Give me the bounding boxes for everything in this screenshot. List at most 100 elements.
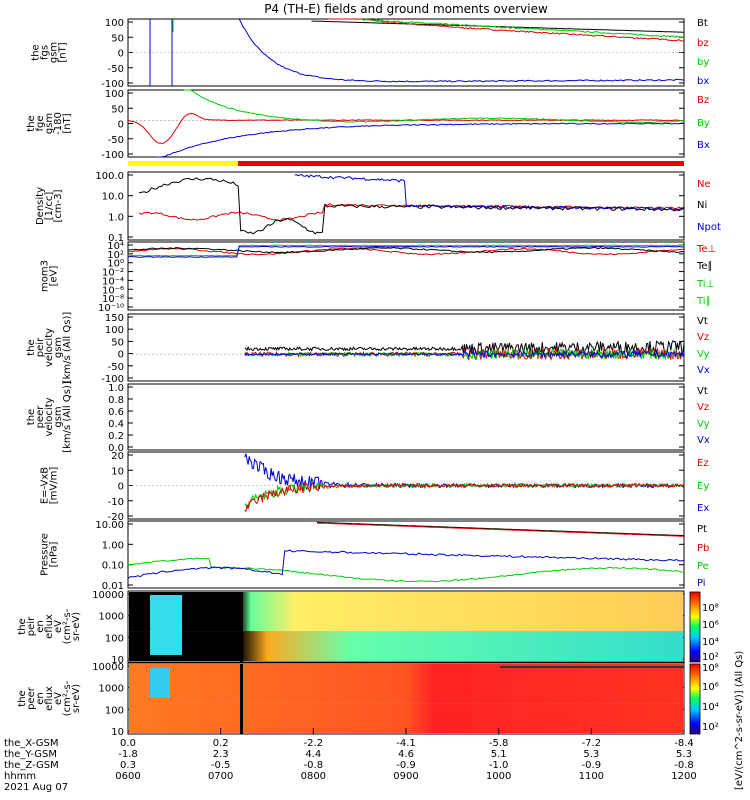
ytick-label-5-1: 0.8: [108, 395, 124, 406]
time-axis-value-6-2: -0.8: [674, 760, 694, 771]
ytick-label-6-4: -20: [108, 512, 124, 523]
legend-3-0: Te⊥: [696, 244, 716, 255]
colorbar-tick-top-0: 10⁸: [702, 603, 719, 614]
density-ni-line: [139, 177, 685, 235]
legend-5-2: Vy: [697, 419, 710, 430]
ylabel-8-3: eflux: [44, 614, 55, 639]
ylabel-6-0: E=-VxB: [40, 467, 51, 504]
mom3-te-perp-line: [127, 247, 685, 256]
peir-spectrogram-upper: [129, 592, 683, 632]
legend-5-1: Vz: [697, 402, 709, 413]
legend-1-1: By: [697, 118, 710, 129]
panel-frame-7: [127, 520, 685, 589]
colorbar-tick-top-1: 10⁶: [702, 620, 719, 631]
colorbar-tick-top-2: 10⁴: [702, 637, 719, 648]
ytick-label-4-4: -50: [108, 362, 124, 373]
ytick-label-1-2: 0: [118, 120, 124, 131]
peir-gap-line: [240, 592, 243, 662]
legend-7-0: Pt: [697, 524, 707, 535]
panel-frame-2: [127, 171, 685, 241]
ytick-label-5-5: 0.0: [108, 443, 124, 454]
time-axis-value-2-3: 0800: [301, 771, 326, 782]
ylabel-1-0: the: [26, 115, 37, 131]
ylabel-8-1: peir: [26, 616, 37, 636]
fgs-bt-line: [311, 20, 684, 33]
ytick-label-8-3: 10: [111, 655, 124, 666]
ytick-label-7-1: 1.00: [102, 540, 124, 551]
ytick-label-5-2: 0.6: [108, 407, 124, 418]
time-axis-value-5-1: 5.3: [583, 749, 599, 760]
time-axis-value-2-0: -2.2: [304, 738, 324, 749]
legend-0-2: by: [697, 57, 709, 68]
ylabel-9-4: eV: [53, 692, 64, 705]
ytick-label-7-0: 10.00: [95, 520, 124, 531]
time-axis-value-4-3: 1000: [486, 771, 511, 782]
pressure-pe-line: [127, 557, 685, 583]
time-axis-value-1-2: -0.5: [211, 760, 231, 771]
legend-4-1: Vz: [697, 332, 709, 343]
efield-ez-line: [244, 481, 685, 513]
pressure-pi-line: [127, 549, 685, 579]
legend-6-0: Ez: [697, 458, 709, 469]
time-axis-row-label-3: hhmm: [4, 771, 36, 782]
peer-cyan-patch: [150, 668, 170, 698]
ytick-label-9-3: 10: [111, 727, 124, 738]
ylabel-0-3: [nT]: [58, 42, 69, 62]
ylabel-9-1: peer: [26, 686, 37, 710]
time-axis-value-2-1: 4.4: [305, 749, 321, 760]
peir-vy-line: [244, 347, 685, 361]
ytick-label-3-6: 10⁻⁸: [102, 294, 124, 305]
time-axis-value-3-3: 0900: [393, 771, 418, 782]
time-axis-value-0-1: -1.8: [118, 749, 138, 760]
ylabel-1-2: gsm: [44, 113, 55, 134]
ylabel-8-6: sr-eV): [71, 612, 82, 641]
mom3-ti-par-line: [127, 245, 685, 258]
colorbar-top: [689, 591, 701, 663]
ytick-label-9-2: 100: [105, 705, 124, 716]
colorbar-tick-bottom-0: 10⁸: [702, 663, 719, 674]
ytick-label-3-1: 10²: [107, 250, 124, 261]
colorbar-tick-bottom-1: 10⁶: [702, 682, 719, 693]
ytick-label-2-3: 0.1: [108, 233, 124, 244]
ylabel-1-3: -180: [53, 112, 64, 135]
legend-2-2: Npot: [697, 222, 721, 233]
ytick-label-8-1: 1000: [99, 612, 124, 623]
peir-spectrogram-lower: [129, 631, 683, 661]
time-axis-value-4-1: 5.1: [491, 749, 507, 760]
legend-1-0: Bz: [697, 95, 709, 106]
mom3-ti-perp-line: [127, 244, 685, 257]
ylabel-1-1: fge: [35, 115, 46, 131]
ytick-label-4-5: -100: [101, 374, 124, 385]
ytick-label-8-0: 10000: [92, 590, 124, 601]
panel-frame-5: [127, 383, 685, 451]
efield-ey-line: [244, 481, 685, 509]
legend-2-1: Ni: [697, 200, 707, 211]
ytick-label-0-4: -100: [101, 79, 124, 90]
colorbar-label: [eV/(cm^2-s-sr-eV)] (All Qs): [734, 651, 745, 790]
legend-4-2: Vy: [697, 349, 710, 360]
legend-5-0: Vt: [697, 386, 708, 397]
legend-1-2: Bx: [697, 140, 710, 151]
peir-vx-line: [244, 349, 685, 360]
ytick-label-6-2: 0: [118, 482, 124, 493]
ytick-label-3-0: 10⁴: [107, 241, 124, 252]
legend-6-2: Ex: [697, 503, 709, 514]
time-axis-value-4-2: -1.0: [489, 760, 509, 771]
ylabel-5-0: the: [26, 409, 37, 425]
ytick-label-6-3: -10: [108, 497, 124, 508]
ylabel-2-2: [cm-3]: [53, 189, 64, 222]
ytick-label-0-0: 100: [105, 18, 124, 29]
colorbar-tick-bottom-2: 10⁴: [702, 702, 719, 713]
colorbar-tick-bottom-3: 10²: [702, 722, 719, 733]
legend-7-2: Pe: [697, 561, 709, 572]
ytick-label-5-4: 0.2: [108, 431, 124, 442]
time-axis-value-3-2: -0.9: [396, 760, 416, 771]
time-axis-value-0-0: 0.0: [120, 738, 136, 749]
orbit-status-bar-yellow: [128, 161, 238, 166]
ylabel-0-1: fgs: [40, 45, 51, 60]
density-ne-line: [138, 203, 685, 222]
ylabel-3-0: mom3: [40, 260, 51, 292]
fgs-bx-line: [238, 18, 685, 83]
ylabel-0-0: the: [31, 44, 42, 60]
peir-spectrogram-frame: [127, 590, 685, 663]
